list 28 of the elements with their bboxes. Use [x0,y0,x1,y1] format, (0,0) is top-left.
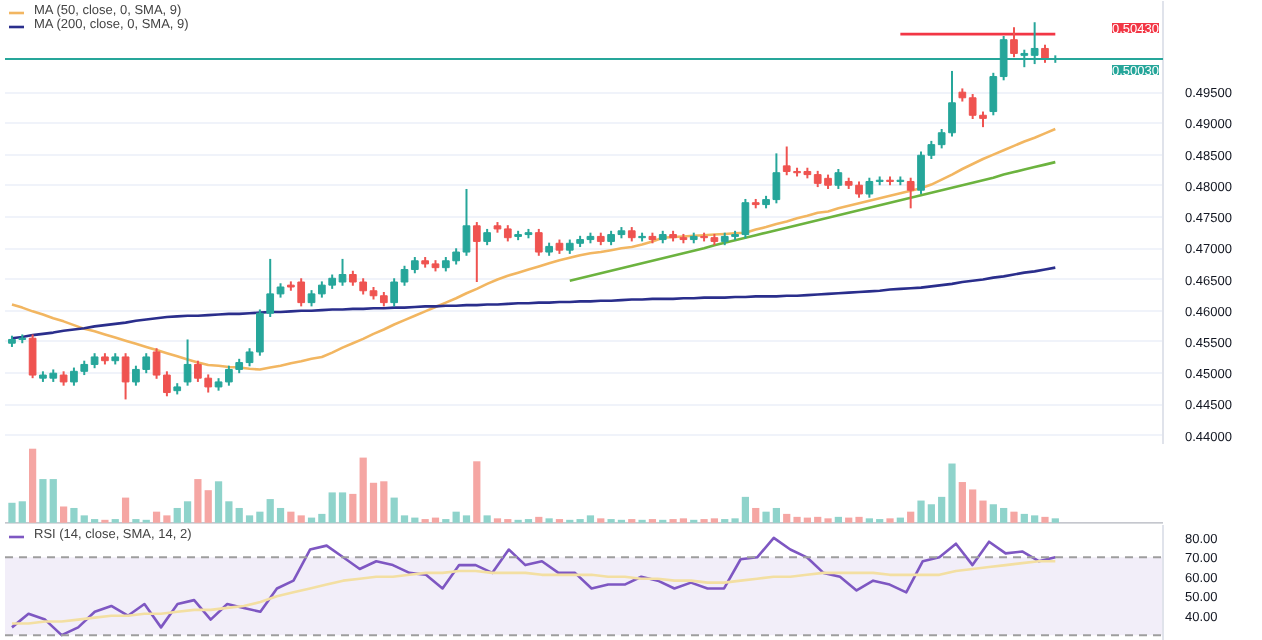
candlestick [1010,26,1018,59]
candlestick [534,227,543,257]
bar [287,511,295,523]
bar [1041,516,1049,523]
candlestick [121,352,130,401]
candlestick [183,338,192,387]
line-series [10,127,1057,371]
bar [535,516,543,523]
line-series [10,559,1057,625]
bar [28,448,37,523]
bar [473,461,481,523]
candlestick [834,167,843,190]
candlestick [1041,43,1049,64]
bar [907,511,915,523]
bar [483,515,491,523]
bar [349,493,357,523]
candlestick [472,221,481,284]
bar [59,506,68,523]
bar [297,515,305,523]
bar [121,497,130,523]
bar [752,507,760,523]
candlestick [28,333,37,380]
line-series [568,160,1057,283]
bar [834,516,842,523]
line-series [10,266,1057,340]
bar [896,517,904,523]
bar [1010,511,1018,523]
candlestick [906,176,915,210]
